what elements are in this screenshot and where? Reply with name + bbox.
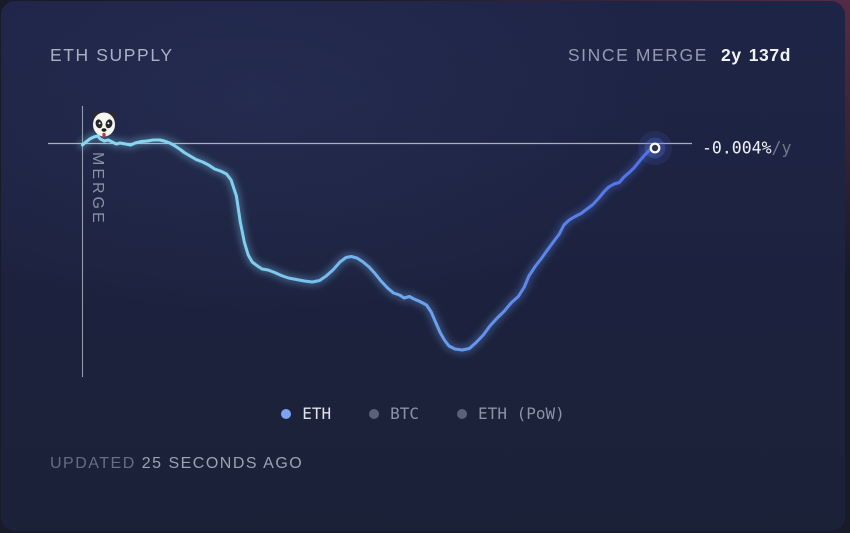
legend-item-eth-pow[interactable]: ETH (PoW)	[457, 404, 565, 423]
growth-rate-value: -0.004%	[702, 138, 772, 158]
legend-item-eth[interactable]: ETH	[281, 404, 331, 423]
since-merge-days: 137d	[748, 45, 791, 65]
legend-label-eth-pow: ETH (PoW)	[478, 404, 565, 423]
legend: ETH BTC ETH (PoW)	[1, 404, 845, 423]
since-merge-label: SINCE MERGE	[567, 45, 709, 65]
growth-rate-unit: /y	[771, 138, 792, 158]
eth-supply-line	[81, 134, 657, 352]
page-title: ETH SUPPLY	[50, 45, 174, 65]
endpoint-marker-icon	[638, 131, 672, 165]
growth-rate-label: -0.004%/y	[702, 139, 791, 158]
updated-value: 25 SECONDS AGO	[141, 455, 304, 472]
panda-icon	[92, 111, 116, 138]
legend-label-eth: ETH	[302, 404, 332, 423]
eth-pow-dot-icon	[457, 408, 468, 419]
updated-prefix: UPDATED	[50, 455, 136, 472]
eth-supply-line-glow	[78, 131, 660, 355]
legend-label-btc: BTC	[390, 404, 420, 423]
since-merge-value: 2y 137d	[721, 45, 791, 66]
btc-dot-icon	[369, 408, 380, 419]
updated-status: UPDATED 25 SECONDS AGO	[50, 455, 303, 473]
legend-item-btc[interactable]: BTC	[369, 404, 419, 423]
since-merge-years: 2y	[721, 45, 742, 65]
eth-dot-icon	[281, 408, 292, 419]
since-merge-indicator: SINCE MERGE 2y 137d	[568, 45, 791, 66]
merge-axis-label: MERGE	[89, 152, 106, 226]
